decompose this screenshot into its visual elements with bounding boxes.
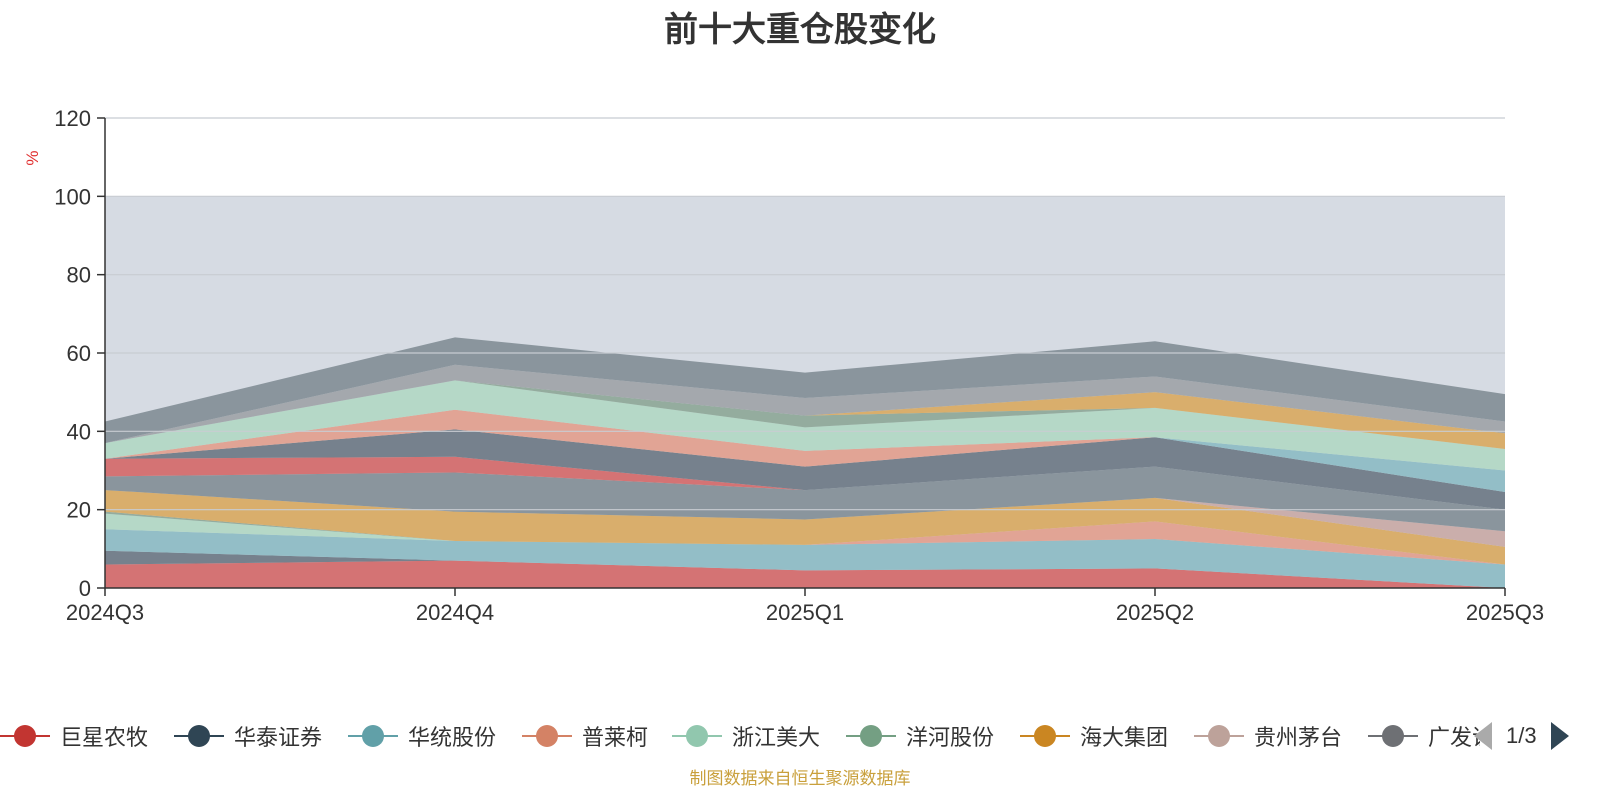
legend-item[interactable]: 华统股份 — [348, 718, 496, 754]
x-tick-label: 2025Q2 — [1116, 600, 1194, 625]
x-tick-label: 2025Q3 — [1466, 600, 1544, 625]
legend-label: 海大集团 — [1080, 725, 1169, 750]
area-series-8[interactable] — [105, 466, 1505, 532]
legend-item[interactable]: 洋河股份 — [846, 718, 994, 754]
legend-label: 广发证券 — [1428, 725, 1480, 750]
source-note: 制图数据来自恒生聚源数据库 — [689, 769, 911, 788]
y-tick-label: 120 — [54, 106, 91, 131]
y-tick-label: 100 — [54, 184, 91, 209]
legend-marker-icon — [174, 718, 224, 754]
area-series-16[interactable] — [105, 364, 1505, 444]
legend-label: 贵州茅台 — [1254, 725, 1343, 750]
area-series-6[interactable] — [105, 490, 1505, 565]
y-tick-label: 40 — [67, 419, 91, 444]
x-tick-label: 2024Q4 — [416, 600, 494, 625]
area-series-10[interactable] — [105, 429, 1505, 510]
legend-label: 华统股份 — [408, 725, 497, 750]
legend-marker-icon — [1368, 718, 1418, 754]
legend-label: 普莱柯 — [582, 725, 649, 750]
legend-next-page-icon[interactable] — [1550, 722, 1569, 750]
x-tick-label: 2025Q1 — [766, 600, 844, 625]
legend-marker-icon — [672, 718, 722, 754]
legend-item[interactable]: 普莱柯 — [522, 718, 648, 754]
legend-pager: 1/3 — [1470, 718, 1600, 754]
legend-item[interactable]: 巨星农牧 — [0, 718, 148, 754]
x-tick-label: 2024Q3 — [66, 600, 144, 625]
legend-label: 洋河股份 — [906, 725, 995, 750]
legend-item[interactable]: 华泰证券 — [174, 718, 322, 754]
legend: 巨星农牧 华泰证券 华统股份 普莱柯 浙江美大 洋河股份 海大集团 贵州茅台 广发证券 — [0, 718, 1480, 754]
legend-marker-icon — [846, 718, 896, 754]
legend-item[interactable]: 浙江美大 — [672, 718, 820, 754]
legend-prev-page-icon[interactable] — [1474, 722, 1492, 750]
legend-item[interactable]: 广发证券 — [1368, 718, 1480, 754]
chart-area: 0 20 40 60 80 100 120 2024Q3 2024Q4 2025Q1 2025Q2 2… — [23, 106, 1544, 625]
y-tick-label: 20 — [67, 498, 91, 523]
area-series-15[interactable] — [105, 380, 1505, 449]
y-tick-label: 60 — [67, 341, 91, 366]
area-series-2[interactable] — [105, 529, 1505, 588]
legend-label: 巨星农牧 — [60, 725, 149, 750]
legend-label: 浙江美大 — [732, 725, 821, 750]
legend-marker-icon — [1020, 718, 1070, 754]
y-axis-label: % — [23, 150, 42, 165]
y-tick-label: 80 — [67, 263, 91, 288]
area-series-9[interactable] — [105, 456, 1505, 510]
area-series-17[interactable] — [105, 337, 1505, 444]
chart-title: 前十大重仓股变化 — [664, 11, 936, 49]
area-series-0[interactable] — [105, 560, 1505, 588]
legend-label: 华泰证券 — [234, 725, 323, 750]
area-series-3[interactable] — [105, 521, 1505, 565]
legend-item[interactable]: 海大集团 — [1020, 718, 1168, 754]
legend-marker-icon — [522, 718, 572, 754]
legend-page-indicator: 1/3 — [1506, 723, 1537, 748]
legend-item[interactable]: 贵州茅台 — [1194, 718, 1342, 754]
legend-marker-icon — [0, 718, 50, 754]
legend-marker-icon — [1194, 718, 1244, 754]
area-series-13[interactable] — [105, 380, 1505, 471]
y-tick-label: 0 — [79, 576, 91, 601]
area-series-12[interactable] — [105, 409, 1505, 471]
legend-marker-icon — [348, 718, 398, 754]
